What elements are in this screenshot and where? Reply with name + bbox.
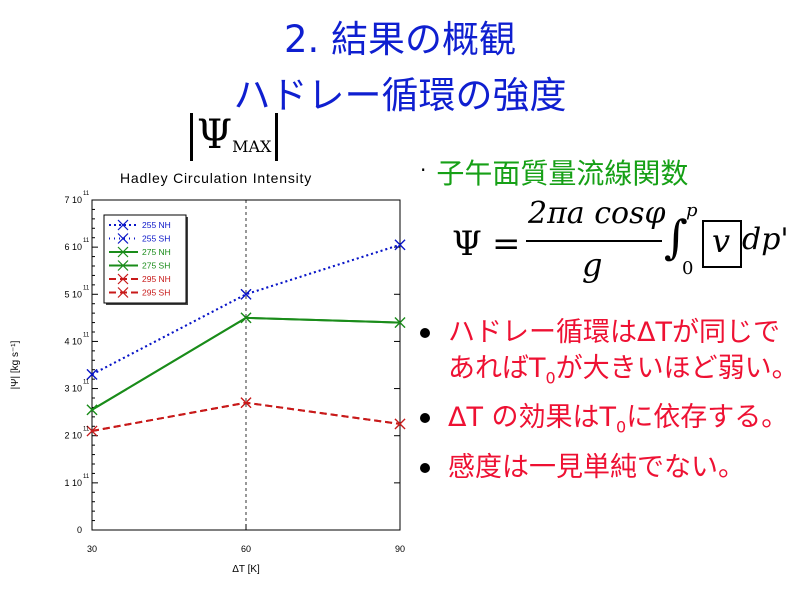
chart-title: Hadley Circulation Intensity <box>120 170 313 186</box>
legend-entry: 275 SH <box>142 261 170 271</box>
streamfunction-formula: Ψ = 2πa cosφ g ∫ p 0 v dp' <box>452 196 792 296</box>
y-tick-label: 2 10 <box>64 431 82 441</box>
formula-differential: dp' <box>742 222 789 257</box>
y-tick-exponent: 11 <box>83 380 90 386</box>
y-tick-label: 6 10 <box>64 242 82 252</box>
bullet-item: 感度は一見単純でない。 <box>420 450 800 486</box>
slide-title: 2. 結果の概観 <box>283 18 517 61</box>
bullet-dot-icon <box>420 462 430 473</box>
legend-entry: 295 SH <box>142 288 170 298</box>
integral-upper: p <box>686 200 698 221</box>
psi-symbol: Ψ <box>197 112 233 158</box>
data-point <box>86 425 98 437</box>
bullet-text: ΔT の効果はT <box>448 402 617 434</box>
bullet-dot-icon <box>420 413 430 424</box>
legend-marker <box>117 246 129 258</box>
bullet-subscript: 0 <box>616 417 627 437</box>
psi-max-label: ΨMAX <box>190 112 279 161</box>
formula-lhs: Ψ <box>452 224 482 264</box>
y-tick-exponent: 11 <box>83 427 90 433</box>
heading-bullet-icon: · <box>420 158 427 182</box>
legend-box <box>103 214 187 304</box>
x-tick-label: 30 <box>87 544 97 554</box>
section-heading: · 子午面質量流線関数 <box>420 152 688 192</box>
data-point <box>394 418 406 430</box>
integral-sign-icon: ∫ <box>664 210 688 264</box>
legend-entry: 255 SH <box>142 234 170 244</box>
legend-marker <box>117 287 129 298</box>
bullet-list: ハドレー循環はΔTが同じであればT0が大きいほど弱い。 ΔT の効果はT0に依存… <box>420 315 800 490</box>
bullet-text: ハドレー循環はΔTが同じであればT <box>448 317 780 384</box>
heading-text: 子午面質量流線関数 <box>436 157 689 190</box>
y-tick-label: 1 10 <box>64 478 82 488</box>
formula-denominator: g <box>582 246 603 284</box>
bullet-dot-icon <box>420 328 430 338</box>
bullet-text-cont: が大きいほど弱い。 <box>555 353 799 384</box>
y-axis-label: |Ψ| [kg s⁻¹] <box>10 340 21 389</box>
legend-entry: 275 NH <box>142 247 171 257</box>
legend-entry: 295 NH <box>142 274 171 284</box>
fraction-bar <box>526 240 662 242</box>
bullet-text-cont: に依存する。 <box>626 402 789 434</box>
y-tick-label: 0 <box>77 525 82 535</box>
y-tick-label: 7 10 <box>64 195 82 205</box>
formula-numerator: 2πa cosφ <box>528 196 666 231</box>
y-tick-exponent: 11 <box>83 238 90 244</box>
y-tick-exponent: 11 <box>83 474 90 480</box>
data-point <box>86 369 98 380</box>
formula-equals: = <box>492 224 521 264</box>
bullet-text: 感度は一見単純でない。 <box>448 451 745 483</box>
data-point <box>86 404 98 416</box>
legend-entry: 255 NH <box>142 220 171 230</box>
bullet-item: ΔT の効果はT0に依存する。 <box>420 400 800 445</box>
x-tick-label: 90 <box>395 544 405 554</box>
hadley-intensity-chart: 255 NH 255 SH 275 NH 275 SH 295 NH 295 SH 30 6… <box>10 191 406 575</box>
x-tick-label: 60 <box>241 544 251 554</box>
data-point <box>394 317 406 328</box>
x-axis-label: ΔT [K] <box>232 564 260 575</box>
y-tick-label: 3 10 <box>64 384 82 394</box>
legend-marker <box>117 233 129 244</box>
psi-max-subscript: MAX <box>232 137 272 156</box>
data-point <box>394 239 406 251</box>
bullet-subscript: 0 <box>545 368 556 388</box>
y-tick-exponent: 11 <box>83 285 90 291</box>
data-point <box>240 288 252 300</box>
zonal-mean-bracket <box>702 220 742 268</box>
formula-integrand: v <box>712 222 731 260</box>
slide-subtitle: ハドレー循環の強度 <box>233 74 567 117</box>
bullet-item: ハドレー循環はΔTが同じであればT0が大きいほど弱い。 <box>420 315 800 396</box>
integral-lower: 0 <box>682 258 694 279</box>
legend-marker <box>117 219 129 231</box>
data-point <box>240 312 252 324</box>
data-point <box>240 397 252 409</box>
y-tick-label: 5 10 <box>64 289 82 299</box>
y-tick-label: 4 10 <box>64 336 82 346</box>
y-tick-exponent: 11 <box>83 332 90 338</box>
legend-marker <box>117 260 129 271</box>
legend-marker <box>117 273 129 285</box>
series-line <box>91 243 401 376</box>
y-tick-exponent: 11 <box>83 191 90 197</box>
